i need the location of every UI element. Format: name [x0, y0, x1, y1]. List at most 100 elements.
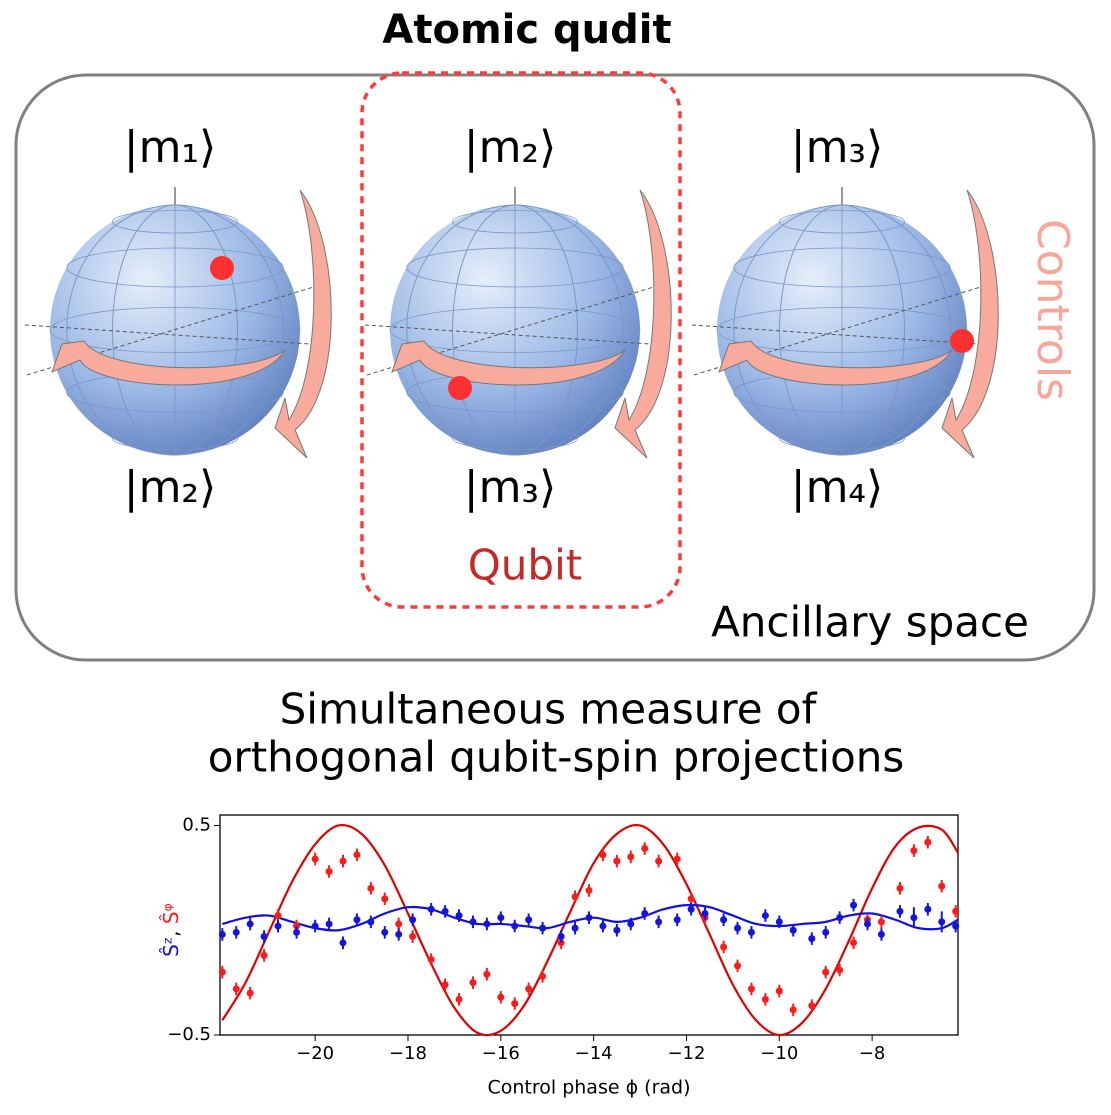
data-point — [952, 907, 960, 915]
data-point — [232, 928, 240, 936]
data-point — [260, 933, 268, 941]
control-arrow — [274, 189, 332, 459]
data-point — [613, 857, 621, 865]
data-point — [896, 884, 904, 892]
data-point — [325, 920, 333, 928]
data-point — [483, 920, 491, 928]
data-point — [274, 912, 282, 920]
data-point — [232, 985, 240, 993]
data-point — [613, 926, 621, 934]
axis — [24, 324, 326, 346]
data-point — [469, 918, 477, 926]
data-point — [924, 838, 932, 846]
data-point — [687, 895, 695, 903]
data-point — [877, 918, 885, 926]
data-point — [427, 956, 435, 964]
data-point — [924, 905, 932, 913]
data-point — [641, 909, 649, 917]
data-point — [497, 914, 505, 922]
data-point — [539, 924, 547, 932]
data-point — [775, 987, 783, 995]
data-point — [367, 884, 375, 892]
control-arrow — [941, 189, 999, 459]
spheres: |m₁⟩ |m₂⟩ |m₂⟩ |m₃⟩ |m₃⟩ |m₄⟩ — [24, 122, 999, 513]
data-point — [789, 926, 797, 934]
data-point — [353, 851, 361, 859]
data-point — [311, 855, 319, 863]
data-point — [381, 928, 389, 936]
data-point — [511, 922, 519, 930]
data-point — [808, 935, 816, 943]
data-point — [720, 916, 728, 924]
data-point — [761, 912, 769, 920]
data-point — [910, 914, 918, 922]
latitude — [112, 210, 238, 234]
data-point — [483, 970, 491, 978]
data-point — [585, 914, 593, 922]
x-tick-label: −14 — [575, 1043, 613, 1064]
qubit-box — [360, 71, 682, 609]
control-arrow — [391, 340, 626, 386]
data-point — [836, 966, 844, 974]
data-point — [353, 916, 361, 924]
data-point — [539, 972, 547, 980]
latitude — [452, 426, 578, 450]
x-tick-label: −8 — [859, 1043, 886, 1064]
y-label-part: Ŝᶻ — [159, 937, 183, 957]
data-point — [734, 924, 742, 932]
data-point — [339, 857, 347, 865]
data-point — [822, 968, 830, 976]
data-point — [747, 985, 755, 993]
x-axis-label: Control phase ϕ (rad) — [487, 1077, 690, 1099]
data-point — [246, 989, 254, 997]
data-point — [427, 905, 435, 913]
chart-title: Simultaneous measure of — [280, 685, 818, 734]
data-point — [627, 853, 635, 861]
data-point — [339, 939, 347, 947]
data-point — [469, 979, 477, 987]
data-point — [687, 905, 695, 913]
state-dot — [950, 329, 974, 353]
data-point — [525, 985, 533, 993]
data-point — [627, 920, 635, 928]
data-point — [409, 933, 417, 941]
data-point — [910, 847, 918, 855]
ancillary-label: Ancillary space — [711, 598, 1029, 647]
data-point — [747, 928, 755, 936]
x-tick-label: −18 — [389, 1043, 427, 1064]
data-point — [775, 918, 783, 926]
data-point — [655, 918, 663, 926]
latitude — [49, 307, 301, 353]
data-point — [511, 1000, 519, 1008]
axis — [691, 324, 993, 346]
meridian — [66, 204, 284, 456]
latitude — [389, 307, 641, 353]
fit-line — [221, 823, 959, 1037]
ket-label: |m₄⟩ — [791, 462, 884, 513]
state-dot — [448, 376, 472, 400]
latitude — [779, 210, 905, 234]
data-point — [455, 995, 463, 1003]
y-tick-label: −0.5 — [167, 1024, 211, 1045]
data-point — [325, 868, 333, 876]
ket-label: |m₂⟩ — [464, 122, 557, 173]
y-axis-label: Ŝᶻ, Ŝᵠ — [159, 903, 183, 957]
latitude — [733, 247, 951, 288]
latitude — [452, 210, 578, 234]
latitude — [779, 426, 905, 450]
data-point — [599, 922, 607, 930]
latitude — [406, 247, 624, 288]
data-point — [381, 895, 389, 903]
data-point — [497, 993, 505, 1001]
data-point — [395, 920, 403, 928]
ancillary-box — [14, 73, 1096, 662]
data-point — [734, 962, 742, 970]
data-point — [877, 930, 885, 938]
data-point — [367, 918, 375, 926]
state-dot — [210, 256, 234, 280]
data-point — [409, 916, 417, 924]
data-point — [952, 922, 960, 930]
data-point — [571, 893, 579, 901]
x-tick-label: −10 — [760, 1043, 798, 1064]
